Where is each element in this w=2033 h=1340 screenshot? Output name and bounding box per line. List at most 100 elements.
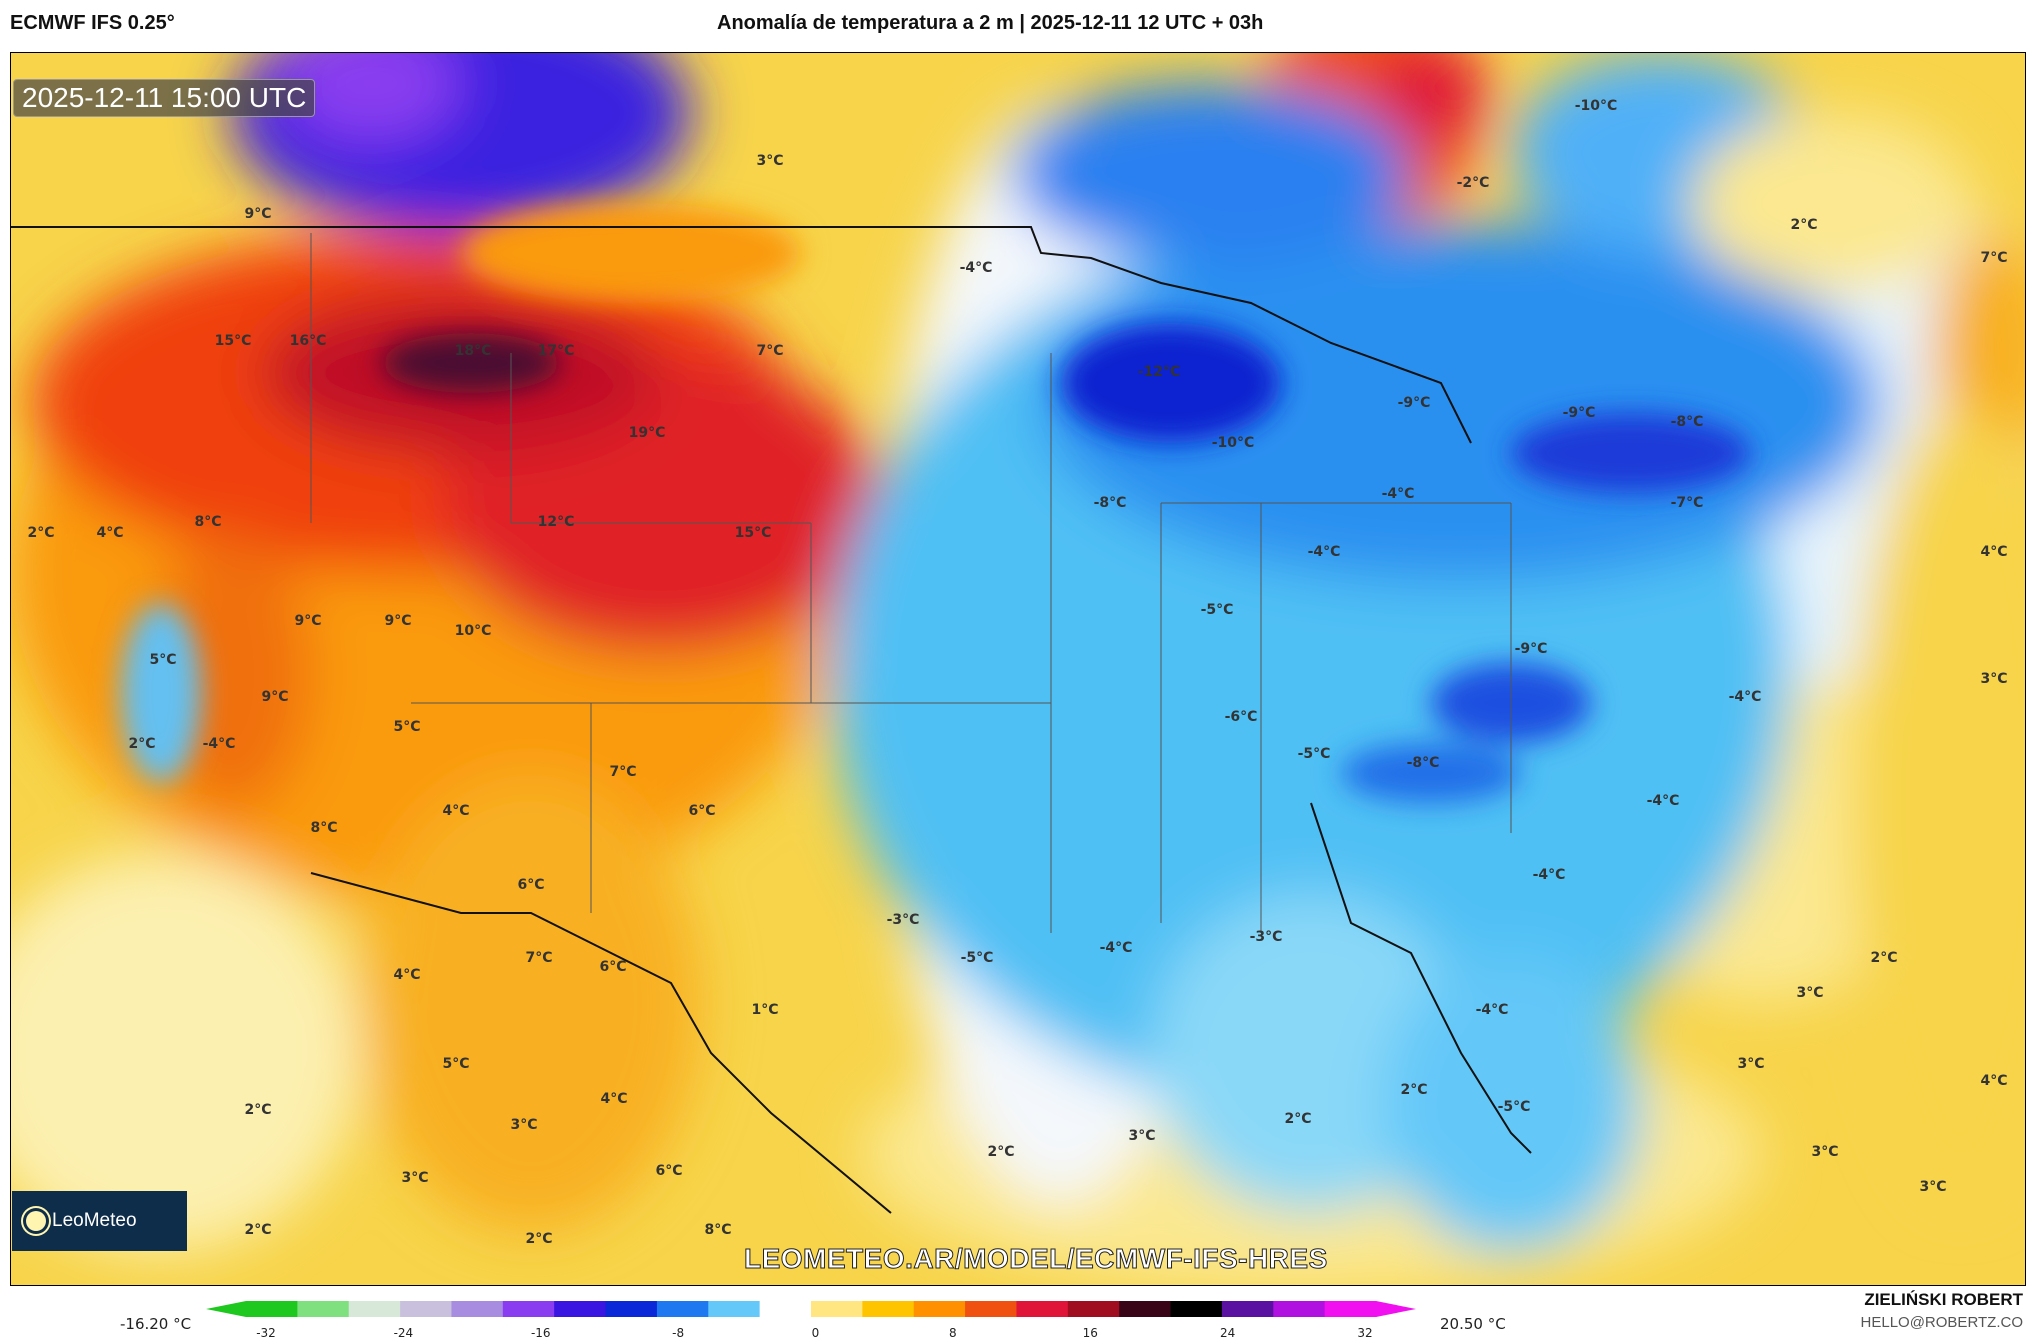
colorbar <box>206 1301 1416 1317</box>
contour-label: 4°C <box>96 525 124 541</box>
contour-label: 5°C <box>442 1056 470 1072</box>
colorbar-tick-label: 8 <box>949 1326 957 1340</box>
contour-label: -8°C <box>1670 414 1704 430</box>
colorbar-swatch <box>811 1301 863 1317</box>
contour-label: 6°C <box>688 803 716 819</box>
colorbar-swatch <box>1324 1301 1377 1317</box>
contour-label: 9°C <box>384 613 412 629</box>
contour-label: 10°C <box>454 623 492 639</box>
contour-label: 2°C <box>1870 950 1898 966</box>
contour-label: 15°C <box>214 333 252 349</box>
contour-label: 8°C <box>704 1222 732 1238</box>
leometeo-logo[interactable]: LeoMeteo <box>12 1191 187 1251</box>
contour-label: 3°C <box>1980 671 2008 687</box>
colorbar-tick-label: -32 <box>256 1326 276 1340</box>
colorbar-swatch <box>605 1301 658 1317</box>
contour-label: -4°C <box>1307 544 1341 560</box>
contour-label: 9°C <box>261 689 289 705</box>
contour-label: 7°C <box>1980 250 2008 266</box>
contour-label: -9°C <box>1514 641 1548 657</box>
contour-label: 16°C <box>289 333 327 349</box>
contour-label: -7°C <box>1670 495 1704 511</box>
temperature-anomaly-map[interactable]: 3°C 9°C -10°C -2°C 2°C 7°C -4°C 15°C 16°C 18°C 17°… <box>10 52 2026 1286</box>
colorbar-swatch <box>297 1301 350 1317</box>
contour-label: 6°C <box>599 959 627 975</box>
contour-label: 3°C <box>1811 1144 1839 1160</box>
colorbar-swatch <box>1119 1301 1172 1317</box>
author-email: HELLO@ROBERTZ.CO <box>1860 1314 2023 1331</box>
contour-label: -4°C <box>202 736 236 752</box>
contour-label: 15°C <box>734 525 772 541</box>
colorbar-tick-label: 32 <box>1357 1326 1373 1340</box>
contour-label: 2°C <box>1790 217 1818 233</box>
colorbar-swatch <box>554 1301 607 1317</box>
contour-label: 3°C <box>1796 985 1824 1001</box>
contour-label: 2°C <box>244 1222 272 1238</box>
author-name: ZIELIŃSKI ROBERT <box>1864 1290 2023 1309</box>
contour-label: 19°C <box>628 425 666 441</box>
colorbar-swatch <box>1170 1301 1223 1317</box>
contour-label: -4°C <box>1381 486 1415 502</box>
contour-label: 3°C <box>756 153 784 169</box>
anomaly-field <box>11 53 2025 1285</box>
contour-label: 9°C <box>244 206 272 222</box>
contour-label: 5°C <box>393 719 421 735</box>
colorbar-swatch <box>400 1301 452 1317</box>
contour-label: 1°C <box>751 1002 779 1018</box>
contour-label: -4°C <box>1728 689 1762 705</box>
contour-label: -2°C <box>1456 175 1490 191</box>
contour-label: -6°C <box>1224 709 1258 725</box>
contour-label: -5°C <box>1297 746 1331 762</box>
colorbar-min-arrow <box>206 1301 246 1317</box>
colorbar-swatch <box>348 1301 401 1317</box>
contour-label: 3°C <box>510 1117 538 1133</box>
colorbar-max-arrow <box>1376 1301 1416 1317</box>
contour-label: 4°C <box>1980 1073 2008 1089</box>
contour-label: 12°C <box>537 514 575 530</box>
contour-label: -10°C <box>1574 98 1618 114</box>
contour-label: 7°C <box>525 950 553 966</box>
map-title: Anomalía de temperatura a 2 m | 2025-12-… <box>717 12 1264 34</box>
colorbar-tick-label: -24 <box>393 1326 414 1340</box>
contour-label: 3°C <box>401 1170 429 1186</box>
contour-label: 2°C <box>1284 1111 1312 1127</box>
contour-label: -3°C <box>886 912 920 928</box>
contour-label: -4°C <box>959 260 993 276</box>
logo-text: LeoMeteo <box>52 1210 137 1231</box>
contour-label: -5°C <box>960 950 994 966</box>
colorbar-swatch <box>965 1301 1017 1317</box>
contour-label: 17°C <box>537 343 575 359</box>
contour-label: 4°C <box>393 967 421 983</box>
colorbar-swatch <box>759 1301 812 1317</box>
contour-label: -12°C <box>1137 364 1181 380</box>
contour-label: 6°C <box>517 877 545 893</box>
contour-label: -9°C <box>1562 405 1596 421</box>
contour-label: 2°C <box>244 1102 272 1118</box>
contour-label: 3°C <box>1737 1056 1765 1072</box>
contour-label: -8°C <box>1406 755 1440 771</box>
colorbar-tick-label: 0 <box>811 1326 820 1340</box>
contour-label: 2°C <box>987 1144 1015 1160</box>
contour-label: 2°C <box>128 736 156 752</box>
contour-label: -4°C <box>1099 940 1133 956</box>
colorbar-swatch <box>451 1301 504 1317</box>
contour-label: 4°C <box>1980 544 2008 560</box>
colorbar-swatch <box>913 1301 966 1317</box>
colorbar-tick-label: -16 <box>530 1326 551 1340</box>
contour-label: -4°C <box>1646 793 1680 809</box>
state-borders <box>310 233 1512 933</box>
watermark-url: LEOMETEO.AR/MODEL/ECMWF-IFS-HRES <box>744 1243 1328 1275</box>
colorbar-swatch <box>1273 1301 1326 1317</box>
contour-label: 6°C <box>655 1163 683 1179</box>
colorbar-swatch <box>1016 1301 1069 1317</box>
contour-label: -5°C <box>1200 602 1234 618</box>
contour-label: 4°C <box>600 1091 628 1107</box>
contour-label: 8°C <box>194 514 222 530</box>
contour-label: -3°C <box>1249 929 1283 945</box>
contour-label: -5°C <box>1497 1099 1531 1115</box>
contour-label: 18°C <box>454 343 492 359</box>
country-borders <box>11 226 1532 1214</box>
colorbar-swatch <box>862 1301 915 1317</box>
contour-label: 3°C <box>1919 1179 1947 1195</box>
valid-time-badge: 2025-12-11 15:00 UTC <box>13 79 316 117</box>
